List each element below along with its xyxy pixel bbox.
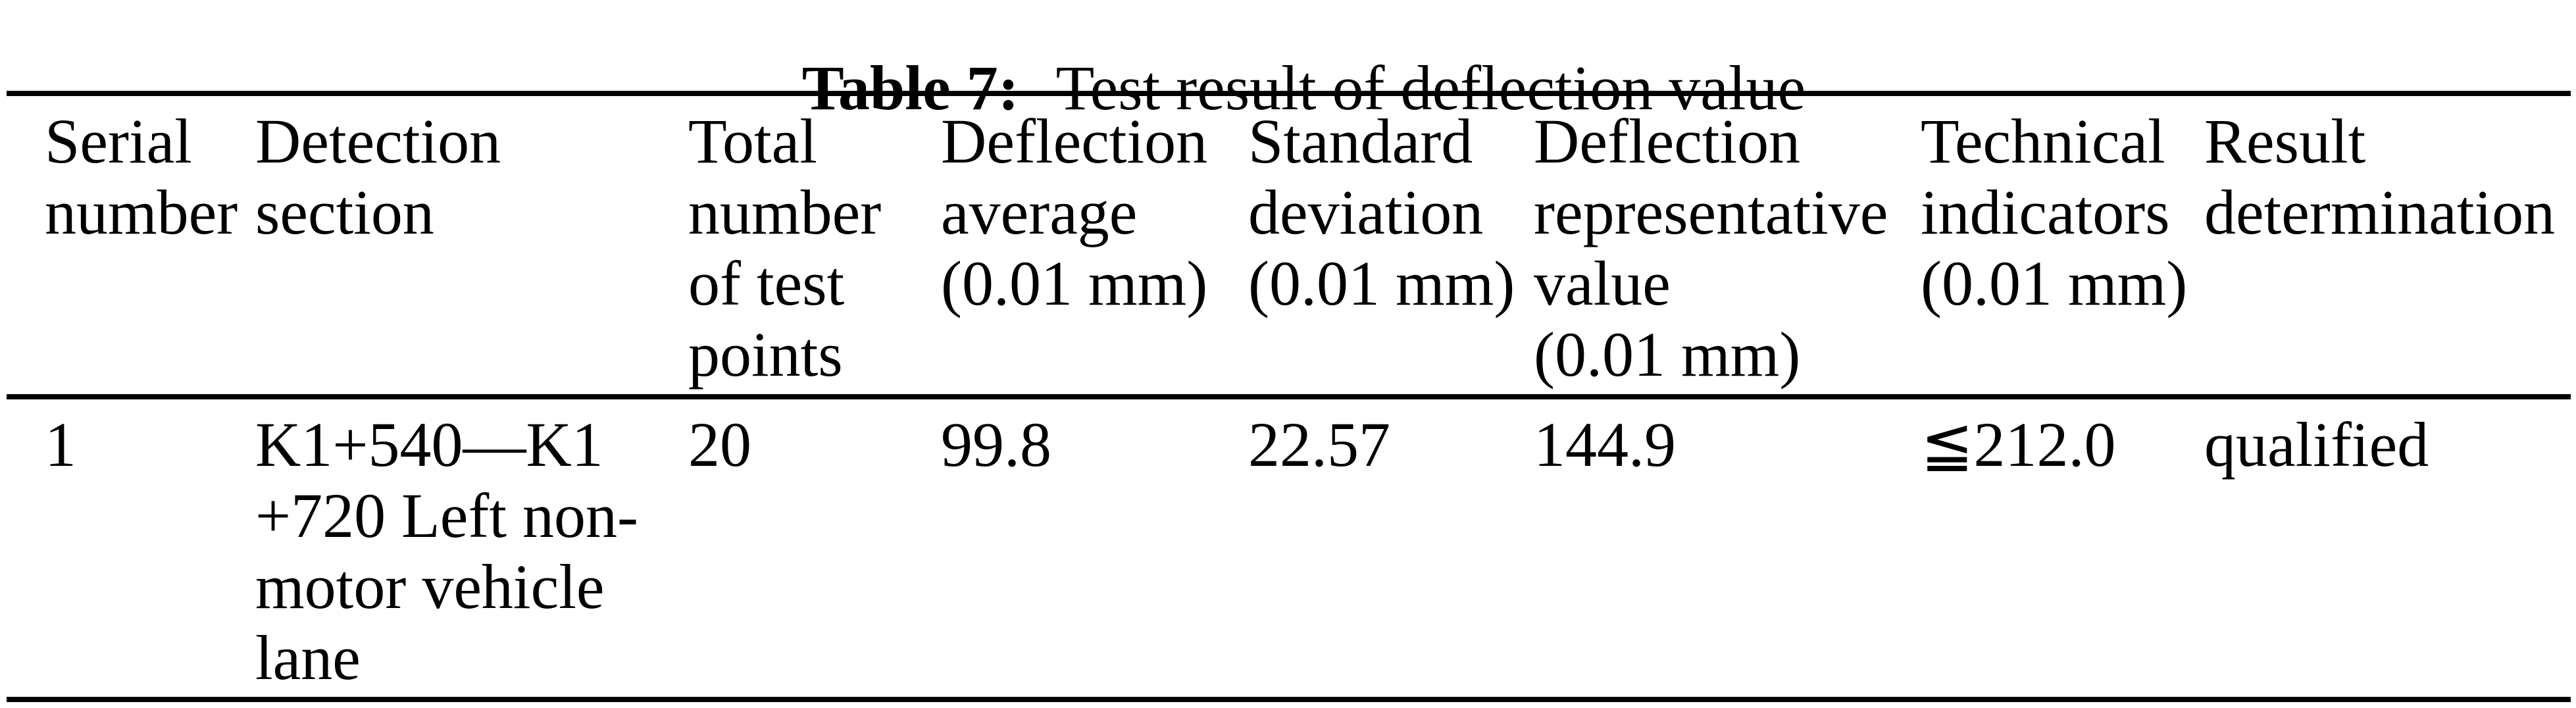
table-header-row: Serial number Detection section Total nu… [7,93,2571,399]
cell-deflection-representative-value: 144.9 [1534,409,1676,480]
cell-technical-indicators: ≦212.0 [1921,409,2116,480]
cell-standard-deviation: 22.57 [1248,409,1390,480]
col-header-technical-indicators: Technical indicators (0.01 mm) [1921,93,2204,399]
cell-deflection-average: 99.8 [941,409,1051,480]
col-header-total-test-points: Total number of test points [688,93,941,399]
col-header-standard-deviation: Standard deviation (0.01 mm) [1248,93,1534,399]
deflection-results-table: Serial number Detection section Total nu… [7,91,2571,702]
cell-result-determination: qualified [2204,409,2429,480]
cell-total-test-points: 20 [688,409,751,480]
col-header-serial-number: Serial number [7,93,255,399]
col-header-result-determination: Result determination [2204,93,2571,399]
cell-detection-section: K1+540—K1 +720 Left non- motor vehicle l… [255,409,638,693]
table-row: 1 K1+540—K1 +720 Left non- motor vehicle… [7,397,2571,699]
cell-serial-number: 1 [45,409,76,480]
col-header-detection-section: Detection section [255,93,688,399]
col-header-deflection-representative-value: Deflection representative value (0.01 mm… [1534,93,1921,399]
col-header-deflection-average: Deflection average (0.01 mm) [941,93,1248,399]
